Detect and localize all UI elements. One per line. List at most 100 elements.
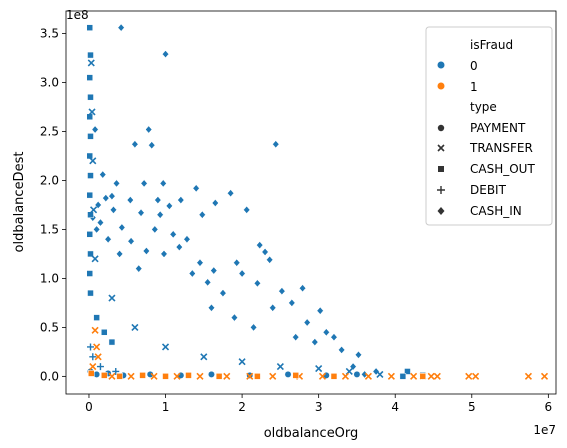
y-tick-label: 3.5: [40, 27, 59, 41]
scatter-point: [419, 373, 427, 380]
y-tick-label: 2.5: [40, 124, 59, 138]
scatter-point: [185, 372, 192, 379]
scatter-point: [269, 303, 277, 312]
scatter-point: [86, 191, 93, 199]
scatter-point: [86, 231, 93, 238]
scatter-point: [99, 170, 107, 179]
scatter-point: [433, 372, 441, 380]
scatter-point: [154, 196, 162, 205]
legend-payment-marker: [437, 124, 445, 132]
y-tick-label: 1.5: [40, 222, 59, 236]
scatter-point: [292, 333, 300, 342]
scatter-point: [87, 93, 94, 101]
legend-cashin-label: CASH_IN: [470, 204, 522, 218]
scatter-point: [410, 372, 418, 380]
legend-debit-marker: [437, 186, 445, 194]
scatter-point: [196, 258, 204, 267]
scatter-point: [276, 363, 284, 371]
legend-hue-title: isFraud: [470, 38, 513, 52]
scatter-point: [87, 59, 95, 67]
scatter-point: [87, 172, 94, 179]
scatter-point: [161, 343, 170, 351]
scatter-point: [94, 200, 102, 209]
scatter-point: [139, 372, 146, 379]
scatter-point: [183, 235, 191, 244]
scatter-point: [318, 372, 327, 380]
legend-hue-1-marker: [437, 82, 445, 90]
scatter-point: [173, 372, 181, 380]
scatter-point: [86, 270, 93, 277]
scatter-point: [278, 287, 286, 296]
plot-frame: [65, 10, 557, 395]
scatter-point: [108, 338, 116, 346]
scatter-point: [169, 230, 177, 239]
scatter-point: [243, 205, 251, 214]
legend-transfer-marker: [437, 144, 445, 152]
scatter-point: [93, 314, 100, 321]
scatter-point: [404, 368, 411, 375]
scatter-point: [93, 225, 101, 234]
x-tick-label: 5: [468, 400, 476, 414]
scatter-point: [316, 306, 324, 315]
x-offset-label: 1e7: [533, 423, 556, 437]
scatter-point: [227, 189, 235, 198]
scatter-point: [137, 208, 145, 217]
scatter-point: [93, 343, 101, 351]
scatter-point: [238, 269, 246, 278]
scatter-point: [524, 372, 533, 380]
scatter-point: [330, 373, 338, 380]
scatter-point: [376, 370, 384, 378]
scatter-point: [230, 313, 238, 322]
scatter-point: [86, 24, 93, 31]
scatter-point: [196, 372, 204, 380]
scatter-point: [146, 370, 154, 378]
scatter-point: [223, 372, 231, 380]
scatter-point: [372, 367, 380, 376]
scatter-point: [156, 210, 164, 219]
scatter-point: [210, 266, 218, 275]
scatter-point: [89, 363, 97, 371]
scatter-point: [303, 318, 311, 327]
scatter-point: [126, 196, 134, 205]
scatter-point: [108, 372, 116, 380]
scatter-point: [272, 140, 280, 149]
scatter-point: [427, 372, 435, 380]
scatter-point: [96, 218, 104, 227]
scatter-point: [175, 243, 183, 252]
scatter-point: [161, 50, 170, 59]
scatter-point: [104, 235, 112, 244]
scatter-point: [192, 184, 200, 193]
scatter-point: [109, 205, 118, 214]
scatter-point: [91, 326, 99, 334]
scatter-point: [472, 372, 480, 380]
scatter-point: [131, 140, 139, 149]
x-axis-label: oldbalanceOrg: [264, 426, 359, 441]
scatter-point: [266, 255, 274, 264]
y-axis-label: oldbalanceDest: [12, 152, 27, 253]
scatter-point: [261, 247, 269, 256]
scatter-point: [89, 206, 98, 214]
scatter-point: [200, 353, 208, 361]
scatter-point: [253, 279, 261, 288]
scatter-point: [165, 201, 173, 210]
scatter-point: [87, 211, 94, 218]
scatter-point: [338, 345, 346, 354]
legend-hue-1-label: 1: [470, 80, 478, 94]
scatter-point: [89, 353, 97, 361]
scatter-point: [87, 343, 94, 351]
scatter-point: [315, 364, 323, 373]
legend-style-title: type: [470, 100, 497, 114]
legend-hue-0-label: 0: [470, 59, 478, 73]
scatter-point: [269, 372, 277, 380]
scatter-point: [204, 278, 212, 287]
scatter-point: [91, 255, 99, 263]
scatter-point: [102, 194, 110, 203]
scatter-point: [188, 269, 196, 278]
scatter-point: [101, 329, 108, 336]
y-tick-label: 1.0: [40, 271, 59, 285]
y-tick-label: 0.5: [40, 320, 59, 334]
x-tick-label: 2: [238, 400, 246, 414]
scatter-point: [116, 373, 123, 380]
scatter-point: [465, 372, 473, 380]
